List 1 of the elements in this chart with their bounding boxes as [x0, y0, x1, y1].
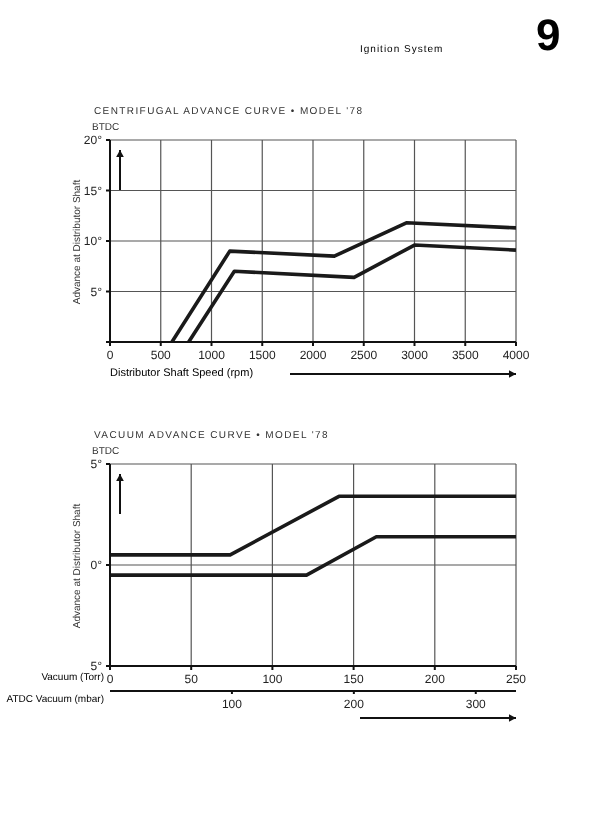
text: 9 — [536, 10, 561, 62]
